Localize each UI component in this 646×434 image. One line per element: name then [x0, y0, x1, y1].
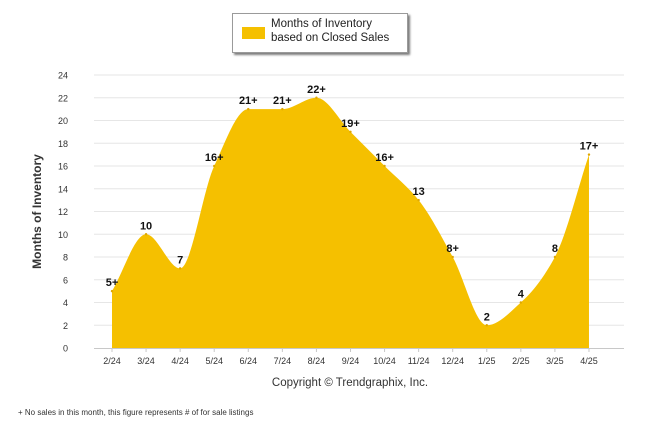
y-tick-label: 24	[58, 71, 68, 81]
y-axis-title: Months of Inventory	[30, 154, 44, 269]
data-point	[110, 289, 114, 293]
data-label: 4	[518, 289, 525, 301]
data-label: 19+	[341, 118, 360, 130]
data-point	[315, 96, 318, 99]
x-tick-label: 5/24	[205, 356, 223, 366]
data-label: 8	[552, 243, 558, 255]
data-label: 16+	[205, 152, 224, 164]
y-tick-label: 14	[58, 184, 68, 194]
y-tick-label: 12	[58, 207, 68, 217]
y-tick-label: 4	[63, 298, 68, 308]
data-point	[451, 255, 454, 259]
data-point	[553, 255, 557, 259]
data-point	[178, 267, 182, 270]
y-tick-label: 6	[63, 275, 68, 285]
y-tick-label: 2	[63, 321, 68, 331]
x-tick-label: 1/25	[478, 356, 496, 366]
data-label: 22+	[307, 84, 326, 96]
data-label: 21+	[273, 95, 292, 107]
x-tick-label: 12/24	[441, 356, 464, 366]
x-tick-label: 3/25	[546, 356, 564, 366]
data-point	[383, 164, 386, 168]
copyright-text: Copyright © Trendgraphix, Inc.	[271, 377, 429, 389]
data-point	[281, 107, 284, 111]
legend: Months of Inventory based on Closed Sale…	[232, 13, 408, 53]
x-tick-label: 6/24	[240, 356, 258, 366]
data-label: 5+	[106, 277, 119, 289]
x-tick-label: 8/24	[308, 356, 326, 366]
y-tick-label: 20	[58, 116, 68, 126]
data-point	[587, 153, 591, 156]
data-label: 2	[484, 311, 490, 323]
y-tick-label: 16	[58, 162, 68, 172]
y-tick-label: 0	[63, 344, 68, 354]
y-tick-label: 18	[58, 139, 68, 149]
data-label: 8+	[446, 243, 459, 255]
data-point	[349, 130, 352, 134]
x-tick-label: 2/24	[103, 356, 121, 366]
data-label: 17+	[580, 141, 599, 153]
x-tick-label: 3/24	[137, 356, 155, 366]
x-tick-label: 4/25	[580, 356, 598, 366]
data-label: 16+	[375, 152, 394, 164]
data-point	[247, 107, 250, 111]
y-tick-label: 10	[58, 230, 68, 240]
footnote: + No sales in this month, this figure re…	[18, 408, 254, 417]
data-point	[213, 164, 216, 168]
x-tick-label: 9/24	[342, 356, 360, 366]
data-label: 10	[140, 220, 152, 232]
data-label: 21+	[239, 95, 258, 107]
data-label: 13	[413, 186, 425, 198]
data-point	[144, 233, 148, 236]
x-tick-label: 10/24	[373, 356, 396, 366]
x-tick-label: 7/24	[274, 356, 292, 366]
x-tick-label: 4/24	[171, 356, 189, 366]
data-point	[417, 198, 420, 202]
y-tick-label: 22	[58, 93, 68, 103]
y-tick-label: 8	[63, 253, 68, 263]
data-point	[519, 301, 523, 304]
legend-swatch	[242, 27, 265, 39]
x-tick-label: 11/24	[408, 356, 430, 366]
legend-label: Months of Inventory based on Closed Sale…	[271, 18, 390, 44]
x-tick-label: 2/25	[512, 356, 530, 366]
data-point	[485, 324, 488, 327]
series-area	[112, 97, 589, 348]
data-label: 7	[177, 254, 183, 266]
